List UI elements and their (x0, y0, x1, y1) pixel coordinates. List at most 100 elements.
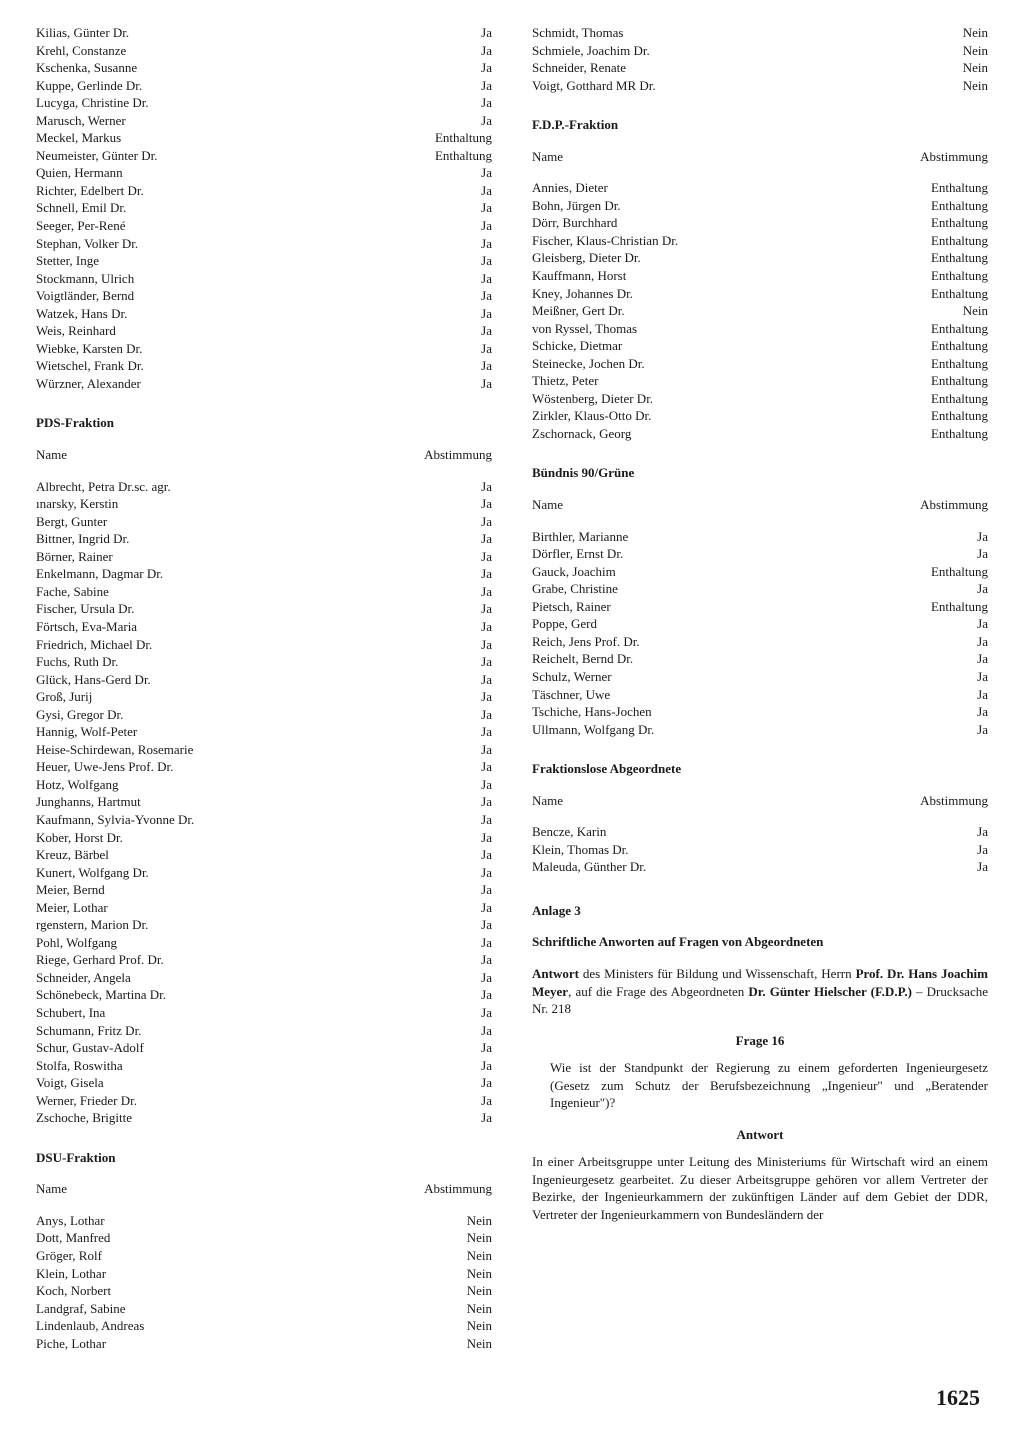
vote-name: Zirkler, Klaus-Otto Dr. (532, 407, 923, 425)
vote-row: Bergt, GunterJa (36, 513, 492, 531)
vote-value: Ja (473, 899, 492, 917)
vote-row: Steinecke, Jochen Dr.Enthaltung (532, 355, 988, 373)
vote-value: Enthaltung (427, 129, 492, 147)
vote-value: Ja (473, 706, 492, 724)
vote-value: Ja (473, 357, 492, 375)
vote-row: Birthler, MarianneJa (532, 528, 988, 546)
vote-name: Klein, Lothar (36, 1265, 459, 1283)
hdr-name: Name (532, 496, 920, 514)
vote-value: Nein (459, 1317, 492, 1335)
hdr-vote: Abstimmung (920, 148, 988, 166)
vote-value: Ja (473, 741, 492, 759)
vote-name: Schönebeck, Martina Dr. (36, 986, 473, 1004)
vote-name: Quien, Hermann (36, 164, 473, 182)
hdr-name: Name (36, 446, 424, 464)
dsu-heading: DSU-Fraktion (36, 1149, 492, 1167)
vote-row: Pohl, WolfgangJa (36, 934, 492, 952)
vote-name: Watzek, Hans Dr. (36, 305, 473, 323)
vote-value: Ja (473, 252, 492, 270)
vote-value: Ja (473, 846, 492, 864)
vote-name: Dörr, Burchhard (532, 214, 923, 232)
vote-name: Kunert, Wolfgang Dr. (36, 864, 473, 882)
vote-name: Meier, Bernd (36, 881, 473, 899)
vote-name: Kuppe, Gerlinde Dr. (36, 77, 473, 95)
vote-row: Bohn, Jürgen Dr.Enthaltung (532, 197, 988, 215)
vote-value: Ja (473, 1092, 492, 1110)
vote-row: Schulz, WernerJa (532, 668, 988, 686)
vote-value: Nein (459, 1247, 492, 1265)
vote-name: Pietsch, Rainer (532, 598, 923, 616)
vote-name: Koch, Norbert (36, 1282, 459, 1300)
vote-name: Voigt, Gisela (36, 1074, 473, 1092)
vote-value: Ja (969, 615, 988, 633)
vote-row: Schmidt, ThomasNein (532, 24, 988, 42)
vote-row: Richter, Edelbert Dr.Ja (36, 182, 492, 200)
vote-row: Thietz, PeterEnthaltung (532, 372, 988, 390)
vote-name: Krehl, Constanze (36, 42, 473, 60)
vote-value: Ja (473, 59, 492, 77)
vote-name: Schmiele, Joachim Dr. (532, 42, 955, 60)
vote-row: Gysi, Gregor Dr.Ja (36, 706, 492, 724)
vote-value: Ja (969, 528, 988, 546)
vote-name: Heuer, Uwe-Jens Prof. Dr. (36, 758, 473, 776)
vote-name: Anys, Lothar (36, 1212, 459, 1230)
vote-row: Maleuda, Günther Dr.Ja (532, 858, 988, 876)
vote-value: Enthaltung (923, 337, 988, 355)
vote-row: Albrecht, Petra Dr.sc. agr.Ja (36, 478, 492, 496)
vote-value: Ja (473, 375, 492, 393)
vote-value: Ja (473, 1109, 492, 1127)
vote-value: Enthaltung (923, 179, 988, 197)
vote-name: Klein, Thomas Dr. (532, 841, 969, 859)
vote-row: Dott, ManfredNein (36, 1229, 492, 1247)
vote-name: Grabe, Christine (532, 580, 969, 598)
frage-label: Frage 16 (532, 1032, 988, 1050)
vote-row: Watzek, Hans Dr.Ja (36, 305, 492, 323)
vote-row: Bittner, Ingrid Dr.Ja (36, 530, 492, 548)
vote-name: Schulz, Werner (532, 668, 969, 686)
vote-name: Hannig, Wolf-Peter (36, 723, 473, 741)
vote-value: Enthaltung (923, 267, 988, 285)
hdr-name: Name (532, 148, 920, 166)
vote-row: Klein, LotharNein (36, 1265, 492, 1283)
vote-value: Ja (473, 951, 492, 969)
vote-value: Ja (473, 986, 492, 1004)
vote-row: Weis, ReinhardJa (36, 322, 492, 340)
vote-value: Enthaltung (427, 147, 492, 165)
page-number: 1625 (936, 1383, 980, 1413)
vote-row: Riege, Gerhard Prof. Dr.Ja (36, 951, 492, 969)
vote-value: Nein (955, 24, 988, 42)
vote-row: Kober, Horst Dr.Ja (36, 829, 492, 847)
vote-value: Enthaltung (923, 372, 988, 390)
vote-value: Ja (473, 235, 492, 253)
vote-value: Ja (473, 217, 492, 235)
vote-row: Tschiche, Hans-JochenJa (532, 703, 988, 721)
vote-row: Poppe, GerdJa (532, 615, 988, 633)
vote-row: Gröger, RolfNein (36, 1247, 492, 1265)
vote-value: Ja (969, 633, 988, 651)
vote-value: Ja (473, 94, 492, 112)
vote-row: Hannig, Wolf-PeterJa (36, 723, 492, 741)
vote-row: Enkelmann, Dagmar Dr.Ja (36, 565, 492, 583)
vote-name: Fache, Sabine (36, 583, 473, 601)
vote-name: Bittner, Ingrid Dr. (36, 530, 473, 548)
vote-value: Ja (473, 513, 492, 531)
antwort-text: In einer Arbeitsgruppe unter Leitung des… (532, 1153, 988, 1223)
vote-row: Schicke, DietmarEnthaltung (532, 337, 988, 355)
vote-value: Nein (955, 77, 988, 95)
vote-value: Enthaltung (923, 320, 988, 338)
vote-row: Börner, RainerJa (36, 548, 492, 566)
hdr-name: Name (36, 1180, 424, 1198)
vote-row: Schubert, InaJa (36, 1004, 492, 1022)
vote-row: Wietschel, Frank Dr.Ja (36, 357, 492, 375)
vote-value: Ja (473, 495, 492, 513)
vote-value: Ja (473, 24, 492, 42)
vote-row: Meier, BerndJa (36, 881, 492, 899)
vote-row: Meckel, MarkusEnthaltung (36, 129, 492, 147)
vote-value: Enthaltung (923, 563, 988, 581)
vote-row: Piche, LotharNein (36, 1335, 492, 1353)
vote-row: Groß, JurijJa (36, 688, 492, 706)
vote-value: Ja (473, 653, 492, 671)
vote-row: Schneider, RenateNein (532, 59, 988, 77)
anlage-subtitle: Schriftliche Anworten auf Fragen von Abg… (532, 933, 988, 951)
vote-row: Heise-Schirdewan, RosemarieJa (36, 741, 492, 759)
